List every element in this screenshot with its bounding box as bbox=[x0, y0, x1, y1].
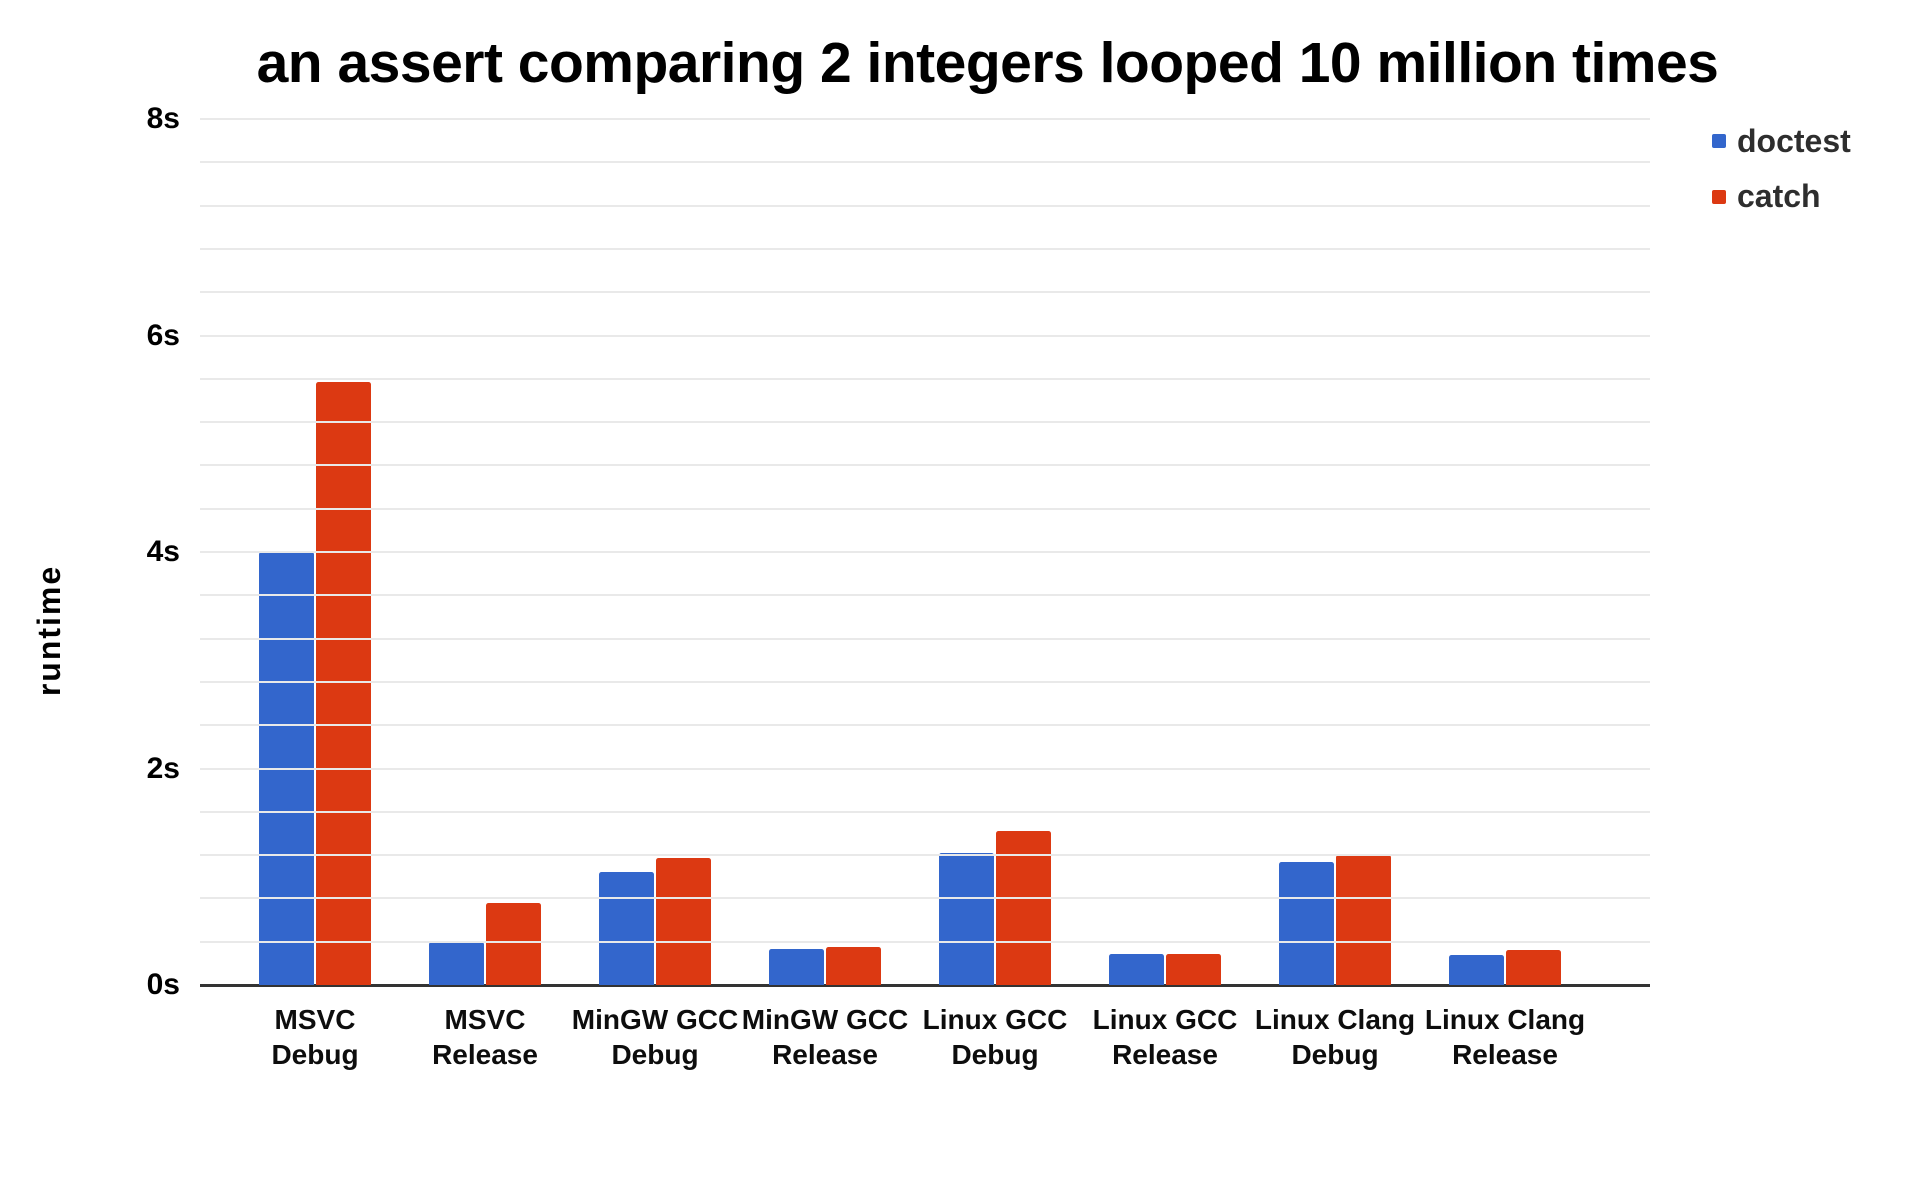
x-category-label-line: Linux GCC bbox=[1092, 1004, 1238, 1035]
gridline bbox=[200, 204, 1650, 207]
gridline bbox=[200, 507, 1650, 510]
bar-catch bbox=[486, 902, 541, 985]
y-tick-label: 8s bbox=[146, 102, 180, 135]
x-category-label-line: Release bbox=[772, 1039, 878, 1070]
legend: doctest catch bbox=[1712, 122, 1851, 216]
bar-catch bbox=[996, 831, 1051, 985]
legend-item-doctest: doctest bbox=[1712, 122, 1851, 160]
x-category-label-line: Release bbox=[1452, 1039, 1558, 1070]
bar-catch bbox=[316, 382, 371, 985]
gridline bbox=[200, 767, 1650, 770]
legend-item-catch: catch bbox=[1712, 177, 1851, 215]
gridline bbox=[200, 551, 1650, 553]
bar-group bbox=[570, 119, 740, 985]
x-category-label-line: MSVC bbox=[274, 1004, 356, 1035]
bar-group bbox=[910, 119, 1080, 985]
bar-doctest bbox=[1279, 861, 1334, 985]
gridline bbox=[200, 161, 1650, 164]
x-category-label: MinGW GCC Release bbox=[740, 1002, 910, 1072]
bar-group bbox=[1080, 119, 1250, 985]
bar-catch bbox=[1166, 953, 1221, 985]
bar-group bbox=[1250, 119, 1420, 985]
gridline bbox=[200, 118, 1650, 120]
x-category-label-line: Debug bbox=[611, 1039, 699, 1070]
x-category-label: MSVC Release bbox=[400, 1002, 570, 1072]
x-category-label-line: Linux GCC bbox=[922, 1004, 1068, 1035]
x-category-label-line: Debug bbox=[1291, 1039, 1379, 1070]
x-category-label: Linux Clang Debug bbox=[1250, 1002, 1420, 1072]
bar-doctest bbox=[1449, 954, 1504, 985]
y-tick-label: 6s bbox=[146, 318, 180, 352]
bar-doctest bbox=[769, 949, 824, 985]
x-category-label-line: Linux Clang bbox=[1254, 1004, 1416, 1035]
x-category-label: MSVC Debug bbox=[230, 1002, 400, 1072]
bar-catch bbox=[656, 858, 711, 985]
x-category-label: Linux GCC Release bbox=[1080, 1002, 1250, 1072]
legend-swatch-catch bbox=[1712, 189, 1726, 204]
y-tick-label: 0s bbox=[146, 968, 180, 1001]
x-category-label-line: Debug bbox=[951, 1039, 1039, 1070]
x-category-label-line: MSVC bbox=[444, 1004, 526, 1035]
chart-title: an assert comparing 2 integers looped 10… bbox=[256, 31, 1719, 95]
x-axis-labels: MSVC Debug MSVC Release MinGW GCC Debug MinGW … bbox=[230, 1002, 1590, 1072]
gridline bbox=[200, 247, 1650, 250]
bar-group bbox=[1420, 119, 1590, 985]
gridline bbox=[200, 680, 1650, 683]
x-category-label-line: Release bbox=[1112, 1039, 1218, 1070]
gridline bbox=[200, 940, 1650, 943]
plot-area: 0s 2s 4s 6s 8s bbox=[147, 104, 1650, 1000]
gridline bbox=[200, 594, 1650, 597]
bar-catch bbox=[1506, 950, 1561, 985]
gridline bbox=[200, 464, 1650, 467]
bar-doctest bbox=[939, 852, 994, 985]
x-category-label-line: Debug bbox=[271, 1039, 359, 1070]
gridline bbox=[200, 421, 1650, 424]
gridline bbox=[200, 897, 1650, 900]
y-axis-title: runtime bbox=[31, 564, 68, 696]
legend-swatch-doctest bbox=[1712, 134, 1726, 149]
bars-area bbox=[230, 119, 1590, 985]
x-category-label-line: MinGW GCC bbox=[571, 1004, 739, 1035]
gridline bbox=[200, 334, 1650, 337]
gridline bbox=[200, 377, 1650, 380]
y-tick-label: 2s bbox=[146, 751, 180, 785]
x-category-label-line: MinGW GCC bbox=[741, 1004, 909, 1035]
x-category-label: MinGW GCC Debug bbox=[570, 1002, 740, 1072]
legend-label-doctest: doctest bbox=[1737, 123, 1851, 159]
gridline bbox=[200, 291, 1650, 294]
x-category-label-line: Linux Clang bbox=[1424, 1004, 1586, 1035]
x-category-label: Linux Clang Release bbox=[1420, 1002, 1590, 1072]
y-axis-title-column: runtime bbox=[26, 119, 74, 985]
gridline bbox=[200, 854, 1650, 857]
gridline bbox=[200, 810, 1650, 813]
bar-doctest bbox=[599, 872, 654, 985]
x-category-label: Linux GCC Debug bbox=[910, 1002, 1080, 1072]
bar-doctest bbox=[1109, 953, 1164, 985]
bar-group bbox=[400, 119, 570, 985]
x-axis-line bbox=[200, 984, 1650, 987]
x-category-label-line: Release bbox=[432, 1039, 538, 1070]
legend-label-catch: catch bbox=[1737, 178, 1821, 215]
gridline bbox=[200, 637, 1650, 640]
bar-group bbox=[740, 119, 910, 985]
bar-group bbox=[230, 119, 400, 985]
bar-catch bbox=[826, 947, 881, 985]
y-tick-label: 4s bbox=[146, 535, 180, 568]
bar-doctest bbox=[429, 941, 484, 985]
bar-catch bbox=[1336, 855, 1391, 985]
gridline bbox=[200, 724, 1650, 727]
